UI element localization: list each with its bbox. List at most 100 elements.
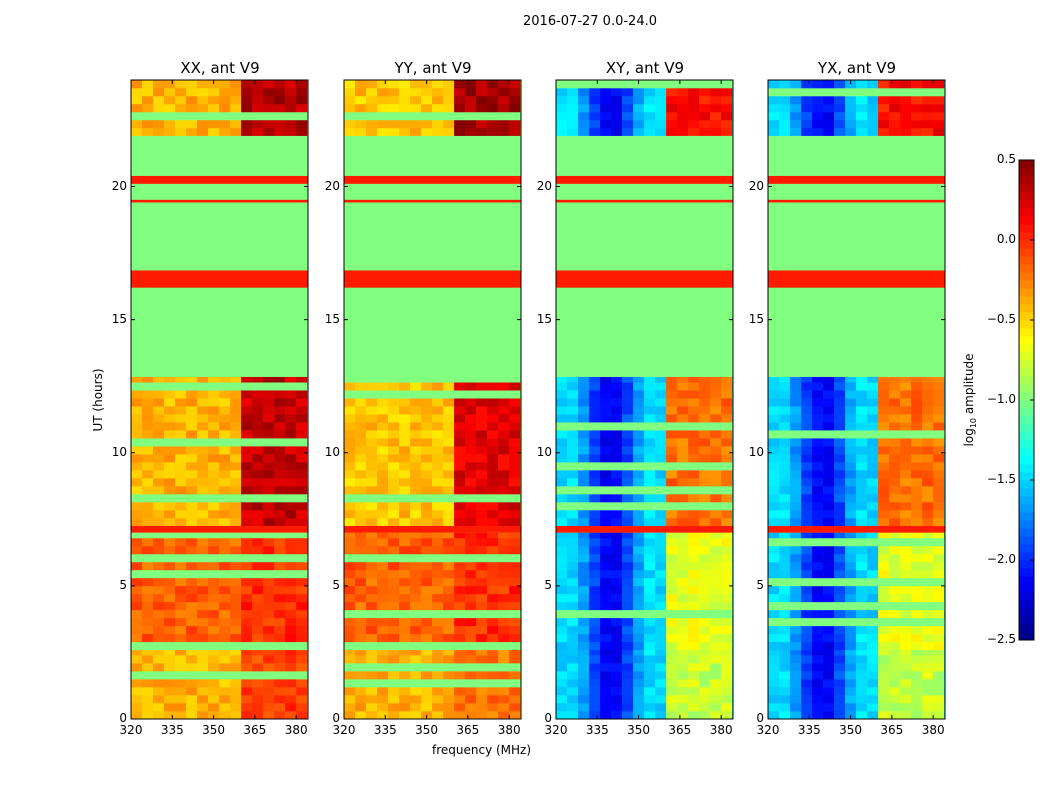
heatmap-cell bbox=[589, 695, 601, 704]
heatmap-cell bbox=[252, 609, 264, 619]
heatmap-cell bbox=[252, 486, 264, 495]
heatmap-cell bbox=[677, 663, 689, 672]
heatmap-cell bbox=[498, 537, 510, 547]
heatmap-cell bbox=[153, 625, 165, 635]
heatmap-cell bbox=[834, 649, 846, 656]
heatmap-cell bbox=[801, 422, 813, 431]
heatmap-cell bbox=[153, 111, 165, 121]
colorbar-segment bbox=[1019, 480, 1034, 489]
heatmap-cell bbox=[197, 561, 209, 571]
heatmap-cell bbox=[164, 633, 176, 643]
heatmap-cell bbox=[219, 655, 231, 664]
heatmap-cell bbox=[399, 585, 411, 595]
heatmap-cell bbox=[377, 87, 389, 97]
heatmap-cell bbox=[611, 687, 623, 696]
heatmap-cell bbox=[252, 601, 264, 611]
heatmap-cell bbox=[878, 80, 890, 89]
heatmap-cell bbox=[186, 537, 198, 547]
panel-frame bbox=[130, 79, 309, 720]
heatmap-cell bbox=[465, 438, 477, 447]
heatmap-cell bbox=[589, 569, 601, 579]
heatmap-cell bbox=[779, 486, 791, 495]
heatmap-cell bbox=[666, 695, 678, 704]
heatmap-cell bbox=[465, 711, 477, 720]
heatmap-cell bbox=[274, 486, 286, 495]
flagged-band bbox=[768, 175, 945, 184]
heatmap-cell bbox=[509, 641, 521, 651]
heatmap-cell bbox=[567, 617, 579, 627]
heatmap-cell bbox=[812, 679, 824, 688]
heatmap-cell bbox=[285, 601, 297, 611]
heatmap-cell bbox=[589, 545, 601, 555]
heatmap-cell bbox=[241, 111, 253, 121]
heatmap-cell bbox=[164, 517, 176, 527]
heatmap-cell bbox=[878, 601, 890, 611]
heatmap-cell bbox=[230, 641, 242, 651]
heatmap-cell bbox=[567, 641, 579, 651]
heatmap-cell bbox=[274, 585, 286, 595]
heatmap-cell bbox=[230, 671, 242, 680]
flagged-band bbox=[344, 183, 521, 271]
heatmap-cell bbox=[633, 633, 645, 643]
heatmap-cell bbox=[219, 625, 231, 635]
heatmap-cell bbox=[186, 649, 198, 656]
heatmap-cell bbox=[578, 703, 590, 712]
heatmap-cell bbox=[175, 478, 187, 487]
heatmap-cell bbox=[399, 406, 411, 415]
heatmap-cell bbox=[498, 679, 510, 688]
heatmap-cell bbox=[285, 376, 297, 383]
heatmap-cell bbox=[900, 111, 912, 121]
heatmap-cell bbox=[790, 663, 802, 672]
heatmap-cell bbox=[219, 446, 231, 455]
heatmap-cell bbox=[889, 695, 901, 704]
heatmap-cell bbox=[153, 119, 165, 129]
heatmap-cell bbox=[622, 438, 634, 447]
heatmap-cell bbox=[487, 577, 499, 587]
heatmap-cell bbox=[230, 446, 242, 455]
heatmap-cell bbox=[421, 454, 433, 463]
heatmap-cell bbox=[153, 649, 165, 656]
y-tick-label: 5 bbox=[119, 577, 127, 592]
heatmap-cell bbox=[355, 545, 367, 555]
heatmap-cell bbox=[454, 430, 466, 439]
heatmap-cell bbox=[219, 80, 231, 89]
heatmap-cell bbox=[710, 649, 722, 656]
heatmap-cell bbox=[241, 633, 253, 643]
heatmap-cell bbox=[666, 462, 678, 471]
heatmap-cell bbox=[241, 470, 253, 479]
heatmap-cell bbox=[377, 95, 389, 105]
heatmap-cell bbox=[296, 649, 308, 656]
heatmap-cell bbox=[421, 561, 433, 571]
heatmap-cell bbox=[721, 95, 733, 105]
heatmap-cell bbox=[241, 406, 253, 415]
heatmap-cell bbox=[710, 462, 722, 471]
heatmap-cell bbox=[377, 553, 389, 563]
heatmap-cell bbox=[399, 695, 411, 704]
heatmap-cell bbox=[377, 703, 389, 712]
heatmap-cell bbox=[867, 601, 879, 611]
x-tick-label: 335 bbox=[585, 723, 609, 737]
flagged-band bbox=[131, 135, 308, 176]
heatmap-cell bbox=[790, 390, 802, 399]
heatmap-cell bbox=[355, 703, 367, 712]
heatmap-cell bbox=[186, 87, 198, 97]
heatmap-cell bbox=[768, 679, 780, 688]
heatmap-cell bbox=[410, 80, 422, 89]
heatmap-cell bbox=[900, 127, 912, 137]
heatmap-cell bbox=[252, 470, 264, 479]
heatmap-cell bbox=[509, 649, 521, 656]
heatmap-cell bbox=[790, 545, 802, 555]
heatmap-cell bbox=[666, 119, 678, 129]
heatmap-cell bbox=[933, 545, 945, 555]
heatmap-cell bbox=[164, 111, 176, 121]
heatmap-cell bbox=[790, 679, 802, 688]
heatmap-cell bbox=[432, 382, 444, 391]
heatmap-cell bbox=[633, 95, 645, 105]
heatmap-cell bbox=[252, 119, 264, 129]
heatmap-cell bbox=[344, 430, 356, 439]
heatmap-cell bbox=[556, 422, 568, 431]
heatmap-cell bbox=[175, 454, 187, 463]
heatmap-cell bbox=[790, 430, 802, 439]
heatmap-cell bbox=[878, 430, 890, 439]
heatmap-cell bbox=[878, 382, 890, 391]
